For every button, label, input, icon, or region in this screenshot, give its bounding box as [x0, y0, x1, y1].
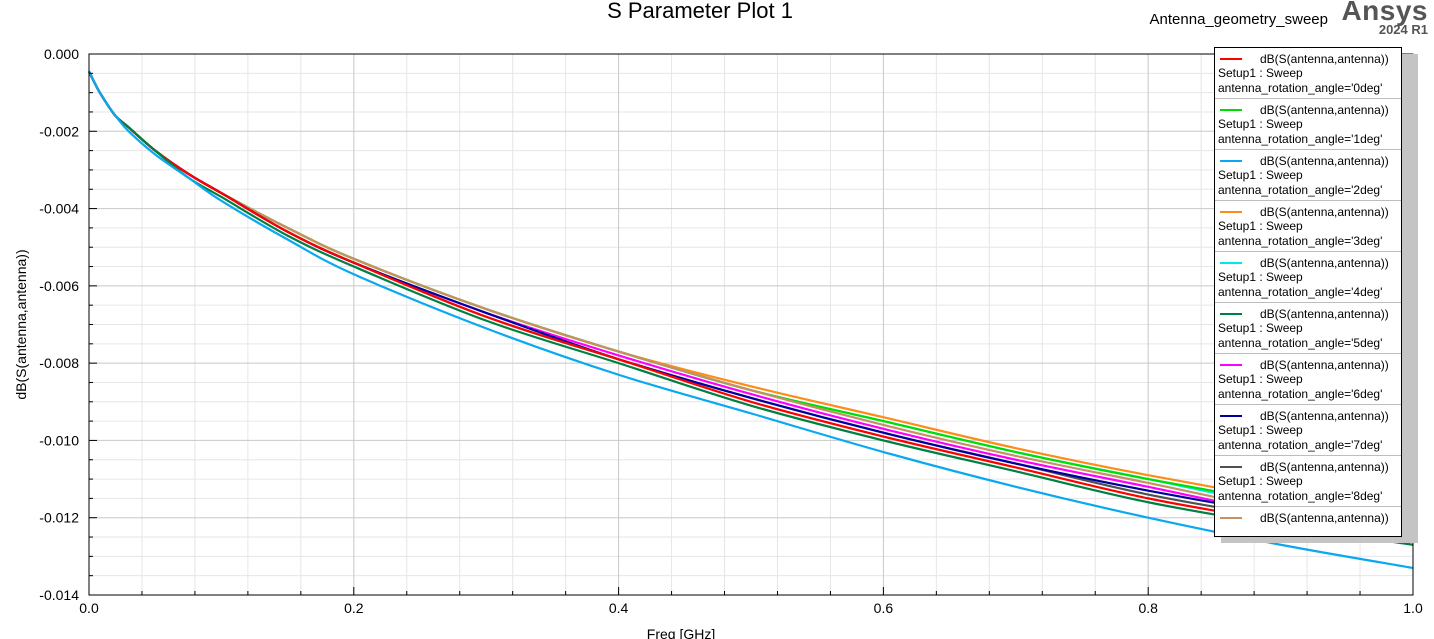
y-tick-label: -0.004 [39, 201, 79, 217]
legend-swatch [1220, 364, 1242, 366]
legend-param: antenna_rotation_angle='2deg' [1218, 183, 1383, 197]
x-tick-label: 0.6 [874, 600, 894, 616]
legend-series-name: dB(S(antenna,antenna)) [1260, 511, 1389, 525]
ticks-layer [88, 53, 1414, 596]
legend-swatch [1220, 415, 1242, 417]
legend-entry-header: dB(S(antenna,antenna)) [1218, 51, 1401, 66]
legend-param: antenna_rotation_angle='8deg' [1218, 489, 1383, 503]
legend-series-name: dB(S(antenna,antenna)) [1260, 52, 1389, 66]
y-tick-label: -0.012 [39, 510, 79, 526]
legend-swatch [1220, 517, 1242, 519]
legend-series-name: dB(S(antenna,antenna)) [1260, 307, 1389, 321]
legend-entry-header: dB(S(antenna,antenna)) [1218, 357, 1401, 372]
legend-swatch [1220, 58, 1242, 60]
x-tick-label: 0.8 [1138, 600, 1158, 616]
legend-entry[interactable]: dB(S(antenna,antenna)) Setup1 : Sweep ante… [1215, 48, 1401, 99]
legend-param: antenna_rotation_angle='0deg' [1218, 81, 1383, 95]
legend-setup: Setup1 : Sweep [1218, 423, 1303, 437]
legend-entry-header: dB(S(antenna,antenna)) [1218, 459, 1401, 474]
legend-series-name: dB(S(antenna,antenna)) [1260, 358, 1389, 372]
legend-entry[interactable]: dB(S(antenna,antenna)) Setup1 : Sweep ante… [1215, 150, 1401, 201]
legend-param: antenna_rotation_angle='1deg' [1218, 132, 1383, 146]
legend-swatch [1220, 109, 1242, 111]
legend-swatch [1220, 262, 1242, 264]
legend-entry-header: dB(S(antenna,antenna)) [1218, 255, 1401, 270]
legend-param: antenna_rotation_angle='3deg' [1218, 234, 1383, 248]
legend-entry-header: dB(S(antenna,antenna)) [1218, 408, 1401, 423]
x-tick-label: 0.0 [79, 600, 99, 616]
legend-entry[interactable]: dB(S(antenna,antenna)) Setup1 : Sweep ante… [1215, 201, 1401, 252]
legend-setup: Setup1 : Sweep [1218, 219, 1303, 233]
brand-name: Ansys [1341, 0, 1428, 26]
series-line-2 [88, 70, 1414, 570]
x-tick-label: 0.4 [609, 600, 629, 616]
legend-series-name: dB(S(antenna,antenna)) [1260, 205, 1389, 219]
legend-entry-header: dB(S(antenna,antenna)) [1218, 102, 1401, 117]
legend-setup: Setup1 : Sweep [1218, 270, 1303, 284]
legend-series-name: dB(S(antenna,antenna)) [1260, 409, 1389, 423]
legend-entry[interactable]: dB(S(antenna,antenna)) Setup1 : Sweep ante… [1215, 456, 1401, 507]
legend-series-name: dB(S(antenna,antenna)) [1260, 460, 1389, 474]
legend-param: antenna_rotation_angle='5deg' [1218, 336, 1383, 350]
legend-entry-header: dB(S(antenna,antenna)) [1218, 153, 1401, 168]
x-tick-label: 0.2 [344, 600, 364, 616]
y-tick-label: -0.010 [39, 432, 79, 448]
legend-entry[interactable]: dB(S(antenna,antenna)) Setup1 : Sweep ante… [1215, 354, 1401, 405]
legend-param: antenna_rotation_angle='7deg' [1218, 438, 1383, 452]
y-tick-label: 0.000 [44, 46, 79, 62]
legend-swatch [1220, 160, 1242, 162]
legend-setup: Setup1 : Sweep [1218, 321, 1303, 335]
legend-entry-header: dB(S(antenna,antenna)) [1218, 204, 1401, 219]
legend-entry-header: dB(S(antenna,antenna)) [1218, 306, 1401, 321]
legend-entry[interactable]: dB(S(antenna,antenna)) Setup1 : Sweep ante… [1215, 99, 1401, 150]
brand-logo: Ansys 2024 R1 [1341, 0, 1428, 36]
legend-series-name: dB(S(antenna,antenna)) [1260, 154, 1389, 168]
legend-setup: Setup1 : Sweep [1218, 474, 1303, 488]
legend-entry[interactable]: dB(S(antenna,antenna)) [1215, 507, 1401, 536]
y-tick-label: -0.014 [39, 587, 79, 603]
y-tick-label: -0.008 [39, 355, 79, 371]
chart-title: S Parameter Plot 1 [607, 0, 793, 23]
legend-swatch [1220, 313, 1242, 315]
legend-swatch [1220, 211, 1242, 213]
legend-series-name: dB(S(antenna,antenna)) [1260, 256, 1389, 270]
y-tick-label: -0.006 [39, 278, 79, 294]
y-tick-label: -0.002 [39, 123, 79, 139]
legend-param: antenna_rotation_angle='4deg' [1218, 285, 1383, 299]
brand-version: 2024 R1 [1378, 22, 1428, 37]
x-axis-label: Freq [GHz] [647, 626, 715, 639]
series-layer [88, 70, 1414, 570]
labels-layer: 0.0 0.2 0.4 0.6 0.8 1.0 0.000 -0.002 -0.004 -0.00… [13, 46, 1423, 639]
legend-entry-header: dB(S(antenna,antenna)) [1218, 510, 1401, 525]
legend-setup: Setup1 : Sweep [1218, 117, 1303, 131]
legend[interactable]: dB(S(antenna,antenna)) Setup1 : Sweep ante… [1214, 47, 1402, 537]
legend-setup: Setup1 : Sweep [1218, 168, 1303, 182]
x-tick-label: 1.0 [1403, 600, 1423, 616]
y-axis-label: dB(S(antenna,antenna)) [13, 249, 29, 399]
legend-swatch [1220, 466, 1242, 468]
legend-setup: Setup1 : Sweep [1218, 66, 1303, 80]
legend-entry[interactable]: dB(S(antenna,antenna)) Setup1 : Sweep ante… [1215, 252, 1401, 303]
legend-setup: Setup1 : Sweep [1218, 372, 1303, 386]
legend-entry[interactable]: dB(S(antenna,antenna)) Setup1 : Sweep ante… [1215, 303, 1401, 354]
design-name: Antenna_geometry_sweep [1149, 11, 1328, 28]
legend-param: antenna_rotation_angle='6deg' [1218, 387, 1383, 401]
legend-entry[interactable]: dB(S(antenna,antenna)) Setup1 : Sweep ante… [1215, 405, 1401, 456]
legend-series-name: dB(S(antenna,antenna)) [1260, 103, 1389, 117]
